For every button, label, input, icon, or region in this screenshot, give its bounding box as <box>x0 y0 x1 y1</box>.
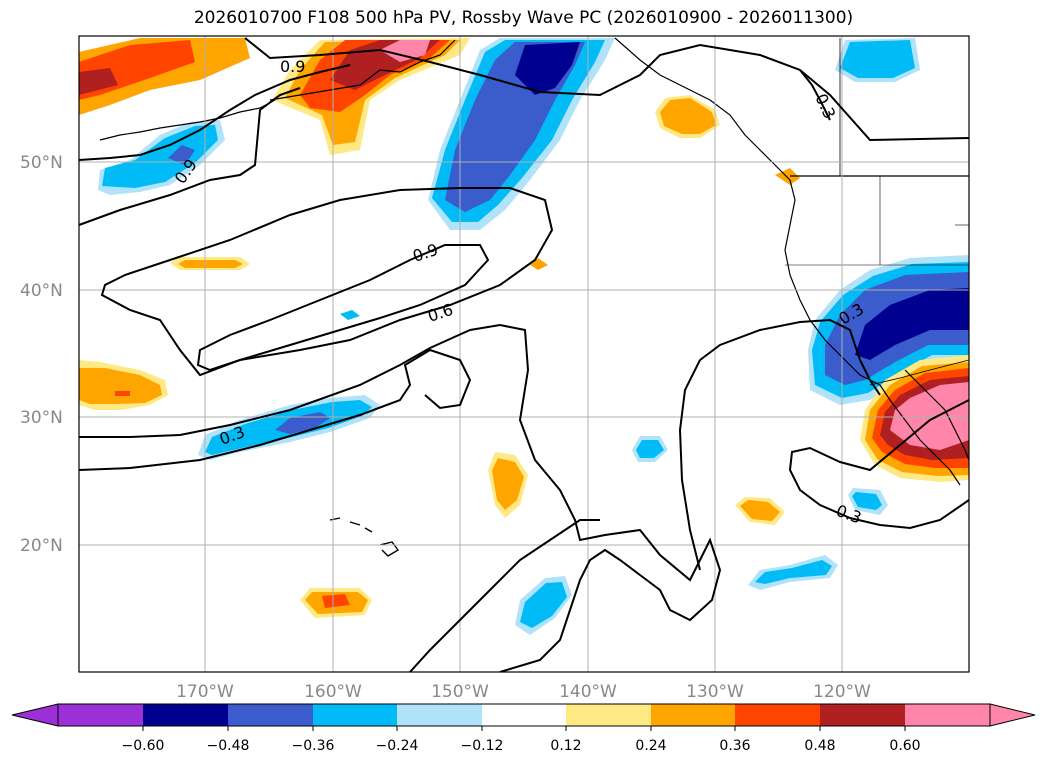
colorbar-tick-7: 0.24 <box>635 738 666 754</box>
coastlines <box>99 37 969 557</box>
lon-label-140w: 140°W <box>559 682 617 702</box>
warm-anomaly-vancouver <box>775 168 800 185</box>
colorbar-bin-7 <box>566 704 652 726</box>
colorbar-tick-3: −0.36 <box>292 738 335 754</box>
colorbar-bin-4 <box>313 704 399 726</box>
cold-anomaly-small-2-inner <box>636 440 664 458</box>
contour-0.3-loop <box>699 318 881 396</box>
longitude-labels: 170°W 160°W 150°W 140°W 130°W 120°W <box>176 682 871 702</box>
cold-anomaly-northeast-inner <box>840 40 915 78</box>
contours <box>79 37 969 672</box>
lon-label-170w: 170°W <box>176 682 234 702</box>
contour-0.3-south <box>678 359 701 571</box>
warm-anomaly-subtropic-east-inner <box>740 500 780 521</box>
colorbar-tick-8: 0.36 <box>719 738 750 754</box>
lat-label-30n: 30°N <box>20 408 63 428</box>
coastline-aleutians <box>99 99 276 141</box>
colorbar-bin-8 <box>651 704 737 726</box>
coastline-mexico <box>904 369 969 461</box>
colorbar-bin-10 <box>820 704 906 726</box>
colorbar-tick-4: −0.24 <box>376 738 419 754</box>
contour-0.9-top <box>244 37 969 142</box>
colorbar-tick-10: 0.60 <box>889 738 920 754</box>
cold-anomaly-california-max <box>855 288 969 360</box>
colorbar-bin-2 <box>143 704 229 726</box>
contour-0.9-inner <box>196 244 490 372</box>
coastline-us-west <box>784 199 881 386</box>
colorbar: −0.60 −0.48 −0.36 −0.24 −0.12 0.12 0.24 … <box>11 703 1036 754</box>
latitude-labels: 50°N 40°N 30°N 20°N <box>20 153 63 556</box>
colorbar-bin-11 <box>905 704 990 726</box>
contour-0.3-southwest <box>79 348 472 471</box>
lat-label-40n: 40°N <box>20 281 63 301</box>
warm-anomaly-bc-coast-inner <box>660 98 716 134</box>
lat-label-50n: 50°N <box>20 153 63 173</box>
contour-0.3-east <box>788 399 969 530</box>
coastline-alaska <box>269 39 456 101</box>
colorbar-extend-max <box>989 703 1036 727</box>
cold-anomaly-west-core <box>168 145 195 165</box>
map-title: 2026010700 F108 500 hPa PV, Rossby Wave … <box>193 8 854 28</box>
colorbar-bin-1 <box>58 704 144 726</box>
warm-anomaly-mexico-max <box>890 382 969 450</box>
colorbar-tick-9: 0.48 <box>804 738 835 754</box>
contour-label-0.9-top: 0.9 <box>280 57 305 76</box>
lat-label-20n: 20°N <box>20 536 63 556</box>
colorbar-extend-min <box>11 703 59 727</box>
colorbar-bin-6 <box>482 704 568 726</box>
colorbar-tick-5: −0.12 <box>461 738 504 754</box>
warm-anomaly-northwest-max <box>79 68 118 95</box>
lon-label-130w: 130°W <box>686 682 744 702</box>
colorbar-tick-1: −0.60 <box>122 738 165 754</box>
cold-anomaly-southeast-inner <box>755 560 832 584</box>
cold-anomaly-baja-inner <box>852 492 882 510</box>
lon-label-120w: 120°W <box>813 682 871 702</box>
contour-0.3-ne <box>799 69 831 121</box>
cold-anomaly-west-inner <box>102 125 218 188</box>
contour-0.3-bottom <box>409 519 600 672</box>
cold-anomaly-small <box>340 310 360 320</box>
colorbar-tick-6: 0.12 <box>550 738 581 754</box>
warm-anomaly-small-1-core <box>178 260 243 268</box>
colorbar-bin-3 <box>228 704 314 726</box>
pv-anomaly-fills <box>79 38 969 635</box>
warm-anomaly-south-core <box>322 594 350 608</box>
contour-0.6 <box>100 187 554 377</box>
colorbar-outline <box>57 703 991 727</box>
border-us-mexico <box>869 359 969 386</box>
cold-anomaly-central-max <box>515 42 580 95</box>
warm-anomaly-small-2 <box>530 258 548 270</box>
warm-anomaly-west-subtropic-core <box>115 391 130 396</box>
coastline-baja <box>879 384 961 486</box>
map-gridlines <box>79 36 969 672</box>
contour-0.9-left <box>79 64 351 161</box>
lon-label-160w: 160°W <box>304 682 362 702</box>
contour-0.3-west <box>79 323 722 672</box>
warm-anomaly-alaska-peak <box>380 40 430 62</box>
coastline-bc <box>614 37 796 201</box>
lon-label-150w: 150°W <box>431 682 489 702</box>
colorbar-tick-2: −0.48 <box>207 738 250 754</box>
colorbar-bin-9 <box>735 704 821 726</box>
warm-anomaly-west-subtropic-inner <box>79 368 162 404</box>
contour-0.9-mid <box>79 87 301 226</box>
cold-anomaly-south-central-inner <box>520 582 567 628</box>
colorbar-bin-5 <box>397 704 483 726</box>
map-frame <box>78 35 970 673</box>
warm-anomaly-central-inner <box>492 458 524 510</box>
hawaii <box>329 517 400 557</box>
